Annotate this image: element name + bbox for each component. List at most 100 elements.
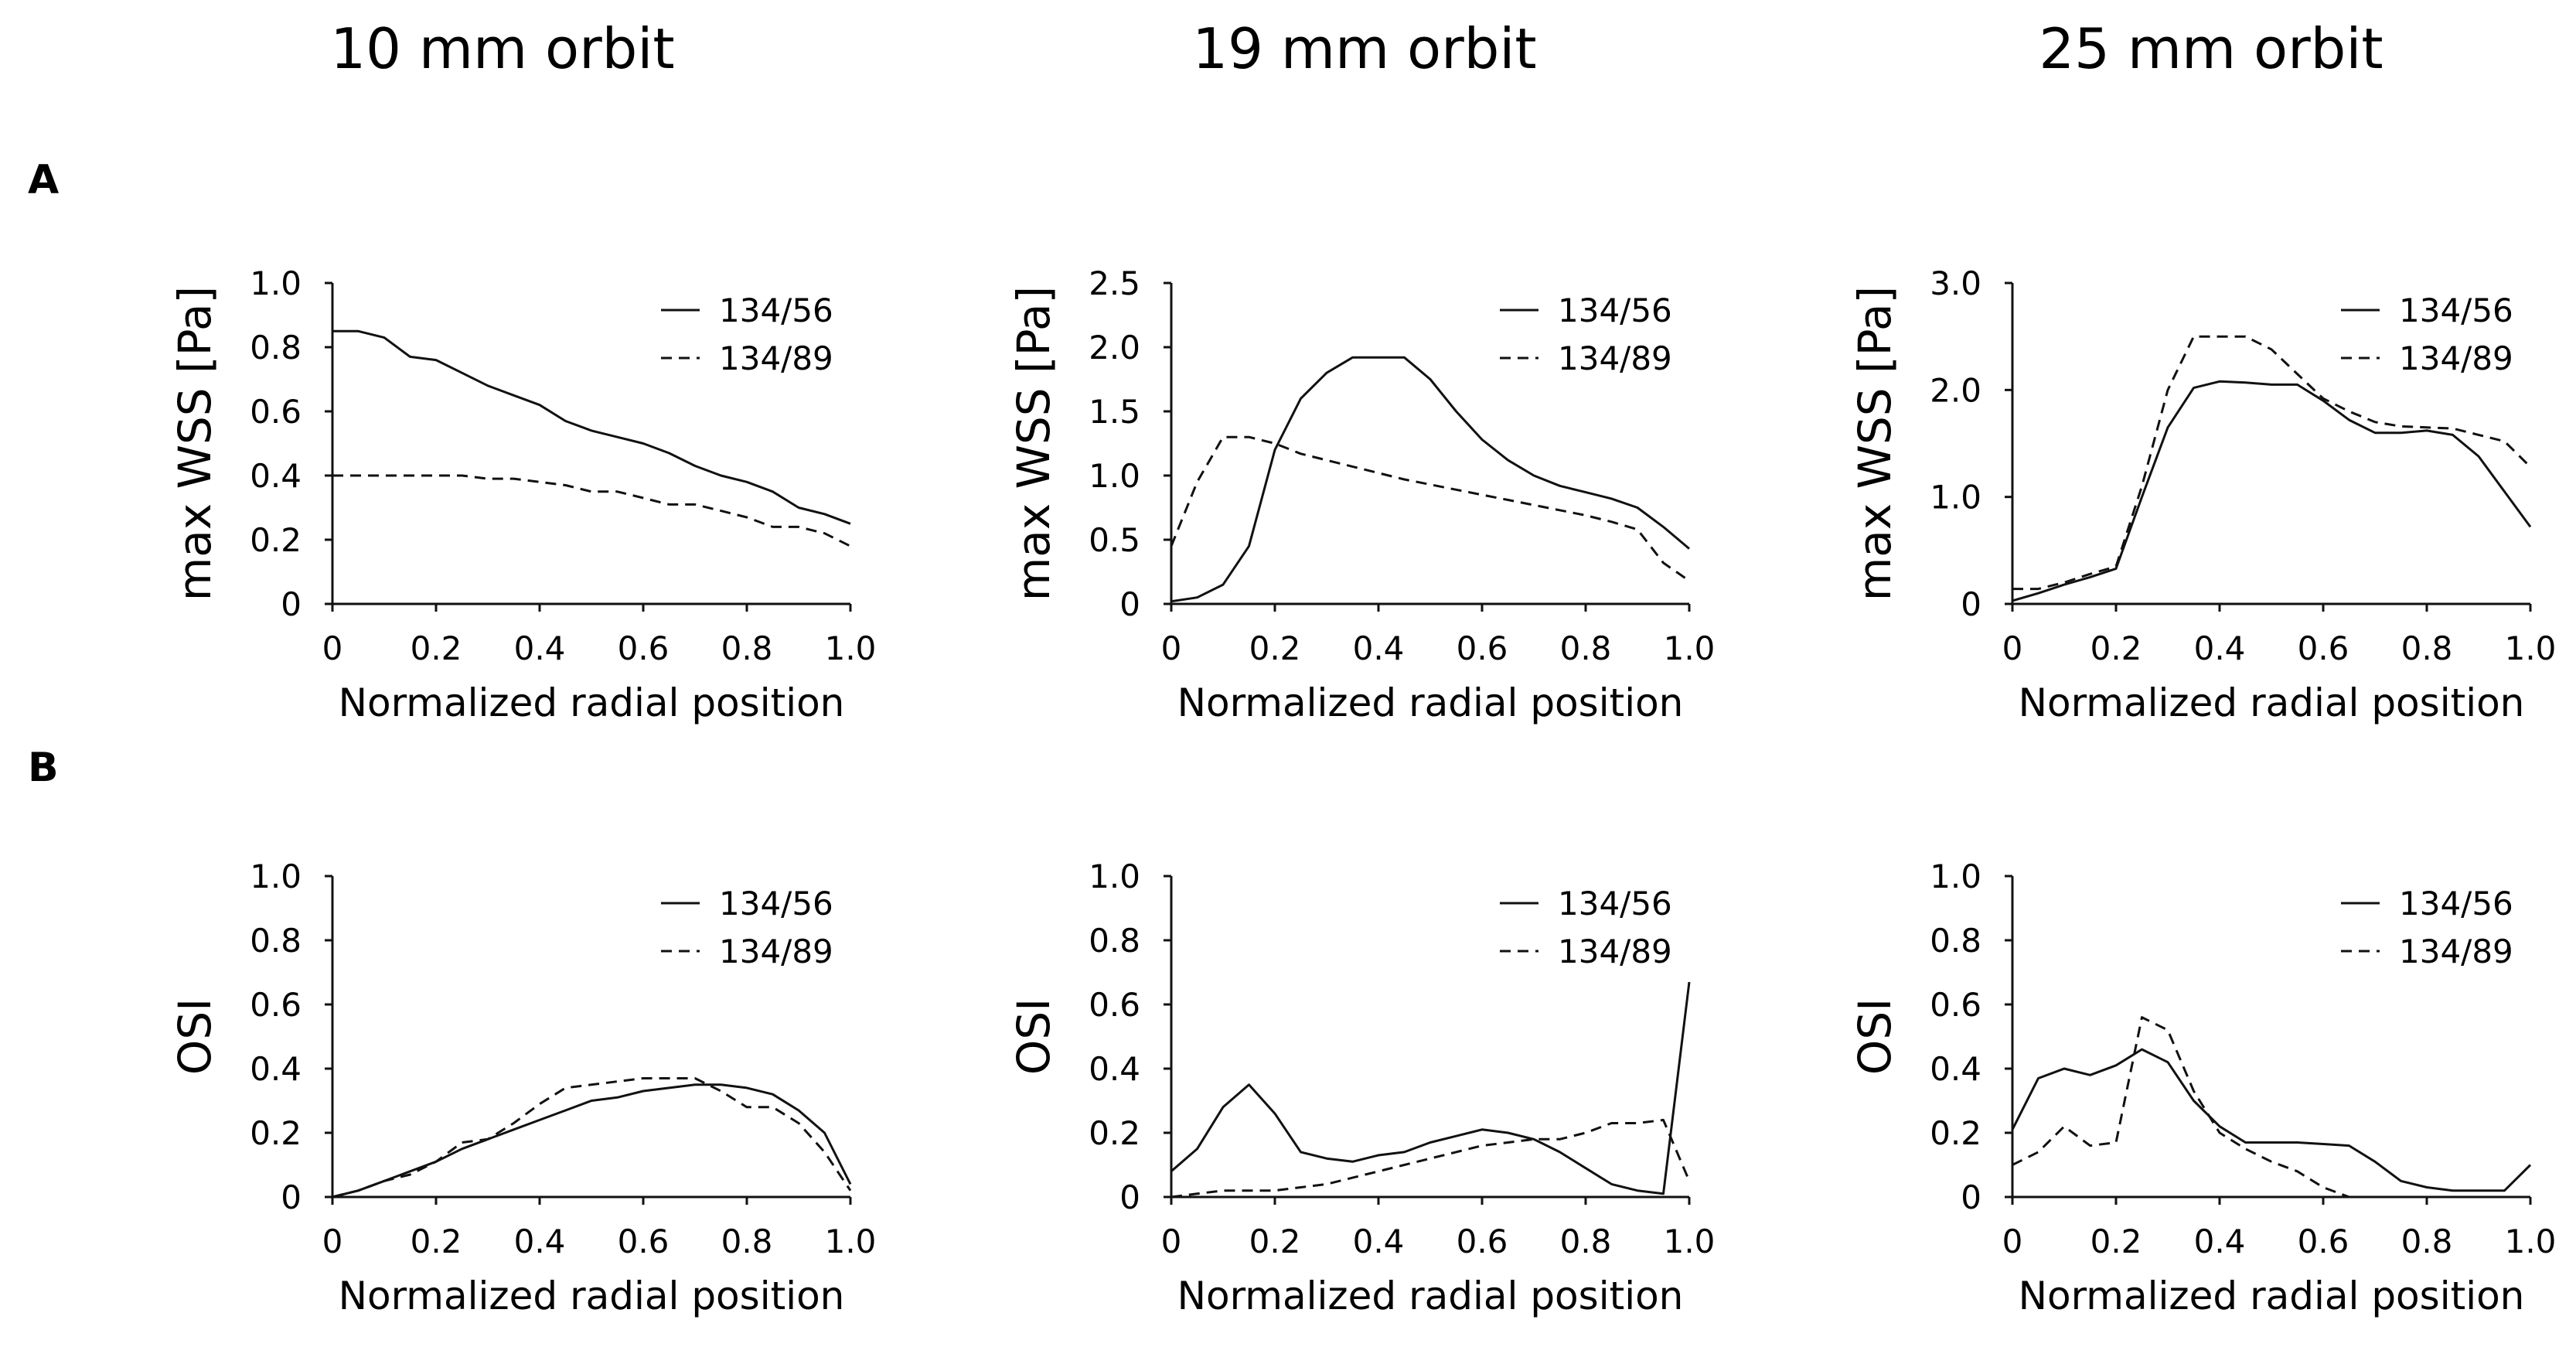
chart-panel-a-1: 0 0.2 0.4 0.6 0.8 1.0 0 0.2 0.4 0.6 0.8 1.0 Normaliz…: [169, 264, 876, 725]
chart-panel-b-2: 0 0.2 0.4 0.6 0.8 1.0 0 0.2 0.4 0.6 0.8 1.0 Normaliz…: [1007, 858, 1715, 1318]
series-line-134-89: [332, 1077, 852, 1199]
x-tick-label: 1.0: [1664, 1223, 1716, 1260]
y-tick-label: 0.6: [250, 393, 302, 431]
x-tick-label: 1.0: [2505, 1223, 2557, 1260]
y-tick-label: 0.5: [1089, 521, 1140, 559]
y-tick-label: 0.2: [250, 1114, 302, 1152]
series-line-134-89: [1170, 1118, 1691, 1199]
y-tick-label: 1.0: [1089, 858, 1140, 895]
x-tick-label: 0.8: [721, 629, 773, 667]
x-tick-label: 0.4: [514, 1223, 566, 1260]
y-tick-label: 0.2: [1930, 1114, 1981, 1152]
legend-label: 134/89: [2399, 933, 2513, 970]
legend-label: 134/56: [1558, 885, 1672, 922]
x-tick-label: 0: [322, 629, 343, 667]
y-tick-label: 0: [1961, 585, 1981, 623]
y-tick-label: 1.0: [1930, 858, 1981, 895]
x-axis-title: Normalized radial position: [339, 680, 845, 725]
chart-panel-b-1: 0 0.2 0.4 0.6 0.8 1.0 0 0.2 0.4 0.6 0.8 1.0 Normaliz…: [169, 858, 876, 1318]
y-tick-label: 1.5: [1089, 393, 1140, 431]
y-tick-label: 0.6: [1930, 986, 1981, 1024]
x-tick-label: 1.0: [1664, 629, 1716, 667]
x-tick-label: 0: [2002, 1223, 2023, 1260]
y-axis-title: max WSS [Pa]: [1007, 286, 1060, 601]
x-tick-label: 0.8: [1560, 629, 1612, 667]
legend-label: 134/89: [1558, 933, 1672, 970]
x-tick-label: 0.2: [2090, 629, 2142, 667]
x-tick-label: 0.6: [618, 1223, 670, 1260]
panels: 0 0.2 0.4 0.6 0.8 1.0 0 0.2 0.4 0.6 0.8 1.0 Normaliz…: [169, 264, 2556, 1318]
x-tick-label: 0.2: [1249, 629, 1301, 667]
x-tick-label: 0.4: [514, 629, 566, 667]
y-axis-title: max WSS [Pa]: [1849, 286, 1901, 601]
x-tick-label: 0.2: [411, 1223, 462, 1260]
y-tick-label: 1.0: [1089, 457, 1140, 495]
column-title-19mm: 19 mm orbit: [1192, 16, 1536, 81]
x-tick-label: 1.0: [2505, 629, 2557, 667]
y-axis-title: OSI: [1849, 998, 1901, 1076]
legend-label: 134/56: [2399, 885, 2513, 922]
y-tick-label: 2.0: [1089, 329, 1140, 367]
x-tick-label: 0.2: [411, 629, 462, 667]
column-title-10mm: 10 mm orbit: [330, 16, 674, 81]
x-tick-label: 0: [1161, 1223, 1182, 1260]
y-tick-label: 0.4: [250, 1050, 302, 1088]
y-tick-label: 0: [1961, 1178, 1981, 1216]
series-line-134-89: [332, 474, 851, 547]
x-tick-label: 0.4: [2194, 1223, 2246, 1260]
y-tick-label: 2.5: [1089, 264, 1140, 302]
series-line-134-56: [2011, 1048, 2532, 1192]
legend-label: 134/56: [719, 292, 833, 329]
y-tick-label: 0.6: [250, 986, 302, 1024]
legend-label: 134/89: [1558, 339, 1672, 377]
legend-label: 134/56: [2399, 292, 2513, 329]
x-tick-label: 0.8: [2401, 1223, 2453, 1260]
x-tick-label: 0.6: [2298, 1223, 2349, 1260]
y-tick-label: 1.0: [250, 858, 302, 895]
y-tick-label: 0: [281, 1178, 302, 1216]
row-label-a: A: [28, 157, 59, 203]
y-tick-label: 0.4: [250, 457, 302, 495]
series-line-134-89: [2012, 1016, 2530, 1199]
legend-label: 134/89: [719, 339, 833, 377]
x-axis-title: Normalized radial position: [2019, 680, 2525, 725]
y-tick-label: 0.8: [1089, 922, 1140, 960]
series-line-134-89: [2012, 335, 2532, 591]
x-tick-label: 0.2: [2090, 1223, 2142, 1260]
y-axis-title: OSI: [1007, 998, 1060, 1076]
legend-label: 134/56: [719, 885, 833, 922]
y-tick-label: 0: [1119, 585, 1140, 623]
y-tick-label: 3.0: [1930, 264, 1981, 302]
legend-label: 134/89: [719, 933, 833, 970]
series-line-134-56: [1170, 356, 1690, 603]
x-tick-label: 0.6: [1457, 1223, 1508, 1260]
x-tick-label: 1.0: [825, 629, 877, 667]
y-axis-title: OSI: [169, 998, 221, 1076]
x-tick-label: 0.2: [1249, 1223, 1301, 1260]
x-axis-title: Normalized radial position: [339, 1274, 845, 1318]
y-axis-title: max WSS [Pa]: [169, 286, 221, 601]
x-tick-label: 0.4: [1353, 1223, 1405, 1260]
x-axis-title: Normalized radial position: [1177, 680, 1684, 725]
y-tick-label: 0.2: [250, 521, 302, 559]
x-tick-label: 0.8: [721, 1223, 773, 1260]
chart-panel-a-2: 0 0.2 0.4 0.6 0.8 1.0 0 0.5 1.0 1.5 2.0 2.5 Normaliz…: [1007, 264, 1715, 725]
y-tick-label: 2.0: [1930, 371, 1981, 409]
y-tick-label: 0.8: [250, 922, 302, 960]
y-tick-label: 0.8: [1930, 922, 1981, 960]
legend-label: 134/89: [2399, 339, 2513, 377]
y-tick-label: 0: [1119, 1178, 1140, 1216]
y-tick-label: 1.0: [250, 264, 302, 302]
chart-panel-b-3: 0 0.2 0.4 0.6 0.8 1.0 0 0.2 0.4 0.6 0.8 1.0 Normaliz…: [1849, 858, 2556, 1318]
x-axis-title: Normalized radial position: [2019, 1274, 2525, 1318]
x-tick-label: 0.6: [1457, 629, 1508, 667]
y-tick-label: 0.8: [250, 329, 302, 367]
x-tick-label: 0: [2002, 629, 2023, 667]
x-tick-label: 0.4: [1353, 629, 1405, 667]
series-line-134-56: [2012, 380, 2532, 602]
y-tick-label: 0.4: [1089, 1050, 1140, 1088]
series-line-134-56: [332, 329, 851, 525]
y-tick-label: 0.2: [1089, 1114, 1140, 1152]
x-tick-label: 0: [1161, 629, 1182, 667]
